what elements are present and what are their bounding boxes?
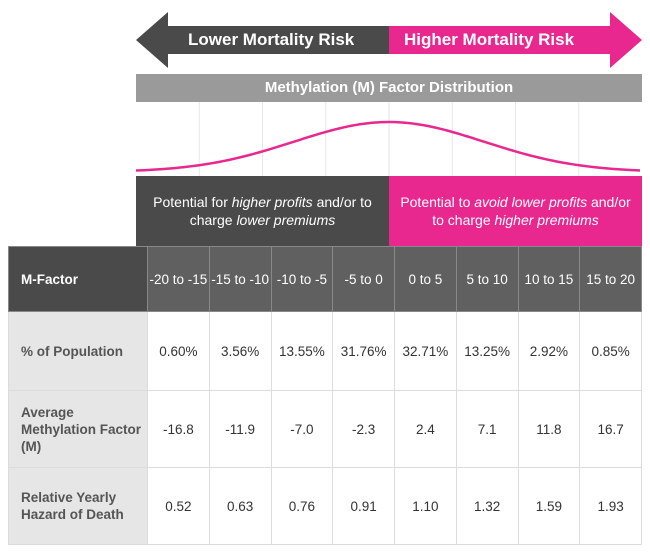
table-cell: -7.0 xyxy=(270,390,334,468)
row-label: % of Population xyxy=(8,311,148,391)
column-header: -5 to 0 xyxy=(332,246,395,312)
table-cell: 2.4 xyxy=(394,390,457,468)
potential-left-text2: and/or to charge xyxy=(189,194,372,228)
potential-left-em1: higher profits xyxy=(231,194,313,210)
column-header: 15 to 20 xyxy=(579,246,642,312)
table-cell: 31.76% xyxy=(332,311,395,391)
table-cell: 0.60% xyxy=(147,311,210,391)
table-cell: 0.91 xyxy=(332,467,395,545)
column-header: -15 to -10 xyxy=(208,246,272,312)
table-cell: 0.85% xyxy=(579,311,642,391)
potential-right-text1: Potential to xyxy=(400,194,475,210)
table-cell: 7.1 xyxy=(455,390,519,468)
table-cell: 1.59 xyxy=(517,467,581,545)
higher-risk-label: Higher Mortality Risk xyxy=(404,30,575,49)
distribution-curve xyxy=(136,102,641,176)
table-cell: 16.7 xyxy=(579,390,642,468)
lower-risk-label: Lower Mortality Risk xyxy=(188,30,355,49)
table-cell: 13.55% xyxy=(270,311,334,391)
table-cell: 32.71% xyxy=(394,311,457,391)
table-cell: 3.56% xyxy=(208,311,272,391)
table-cell: 13.25% xyxy=(455,311,519,391)
m-factor-header: M-Factor xyxy=(8,246,148,312)
potential-left-text1: Potential for xyxy=(153,194,232,210)
potential-left-em2: lower premiums xyxy=(236,212,336,228)
table-row-avg-methylation: Average Methylation Factor (M) -16.8 -11… xyxy=(8,390,642,468)
table-cell: 1.93 xyxy=(579,467,642,545)
table-header-row: M-Factor -20 to -15 -15 to -10 -10 to -5… xyxy=(8,246,642,312)
mortality-risk-arrows: Lower Mortality Risk Higher Mortality Ri… xyxy=(136,12,642,68)
row-label: Relative Yearly Hazard of Death xyxy=(8,467,148,545)
column-header: 0 to 5 xyxy=(394,246,457,312)
column-header: 5 to 10 xyxy=(455,246,519,312)
table-cell: 11.8 xyxy=(517,390,581,468)
table-cell: 0.76 xyxy=(270,467,334,545)
potential-lower-risk-box: Potential for higher profits and/or to c… xyxy=(136,176,389,246)
column-header: -20 to -15 xyxy=(147,246,210,312)
table-cell: -2.3 xyxy=(332,390,395,468)
potential-right-em1: avoid lower profits xyxy=(474,194,588,210)
potential-right-em2: higher premiums xyxy=(494,212,599,228)
curve-grid xyxy=(198,102,580,176)
column-header: 10 to 15 xyxy=(517,246,581,312)
table-cell: 2.92% xyxy=(517,311,581,391)
column-header: -10 to -5 xyxy=(270,246,334,312)
table-cell: 0.63 xyxy=(208,467,272,545)
table-row-hazard: Relative Yearly Hazard of Death 0.52 0.6… xyxy=(8,467,642,545)
potential-higher-risk-box: Potential to avoid lower profits and/or … xyxy=(389,176,642,246)
distribution-title: Methylation (M) Factor Distribution xyxy=(136,74,642,102)
table-cell: 0.52 xyxy=(147,467,210,545)
m-factor-table: M-Factor -20 to -15 -15 to -10 -10 to -5… xyxy=(8,246,642,545)
table-cell: 1.10 xyxy=(394,467,457,545)
table-row-population: % of Population 0.60% 3.56% 13.55% 31.76… xyxy=(8,311,642,391)
potential-right-text2: and/or to charge xyxy=(432,194,631,228)
table-cell: -11.9 xyxy=(208,390,272,468)
bell-curve-line xyxy=(136,120,641,172)
table-cell: -16.8 xyxy=(147,390,210,468)
table-cell: 1.32 xyxy=(455,467,519,545)
row-label: Average Methylation Factor (M) xyxy=(8,390,148,468)
